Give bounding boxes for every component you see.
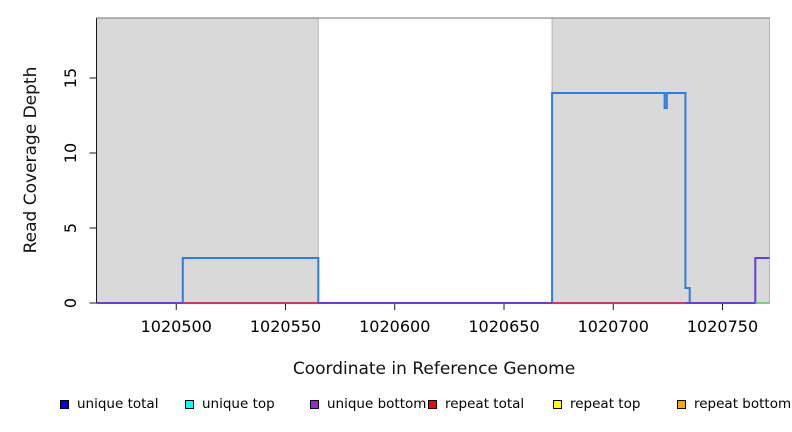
legend-swatch-unique-total (60, 399, 69, 409)
legend-item-repeat-bottom: repeat bottom (677, 396, 791, 412)
y-tick-label: 5 (61, 223, 80, 233)
repeat-region-shade (551, 17, 771, 304)
legend-item-unique-total: unique total (60, 396, 158, 412)
x-tick-label: 1020500 (141, 317, 212, 336)
legend-swatch-repeat-top (553, 399, 562, 409)
y-axis-title: Read Coverage Depth (21, 66, 41, 254)
x-tick-label: 1020600 (359, 317, 430, 336)
x-tick-label: 1020700 (578, 317, 649, 336)
legend-item-repeat-total: repeat total (428, 396, 524, 412)
legend-label-repeat-total: repeat total (445, 396, 525, 412)
legend-swatch-repeat-bottom (677, 399, 686, 409)
x-tick-label: 1020650 (468, 317, 539, 336)
legend-label-repeat-top: repeat top (570, 396, 641, 412)
x-tick-label: 1020750 (687, 317, 758, 336)
series-line-unique-bottom (96, 257, 770, 304)
legend-label-repeat-bottom: repeat bottom (694, 396, 792, 412)
x-axis-title: Coordinate in Reference Genome (292, 359, 576, 379)
plot-legend: unique total unique top unique bottom repea… (0, 396, 792, 416)
legend-swatch-unique-bottom (310, 399, 319, 409)
y-tick-label: 10 (61, 143, 80, 163)
legend-swatch-repeat-total (428, 399, 437, 409)
y-tick-label: 0 (61, 298, 80, 308)
legend-item-repeat-top: repeat top (553, 396, 640, 412)
legend-item-unique-top: unique top (185, 396, 275, 412)
legend-label-unique-total: unique total (77, 396, 159, 412)
legend-label-unique-top: unique top (202, 396, 275, 412)
legend-swatch-unique-top (185, 399, 194, 409)
y-tick-label: 15 (61, 68, 80, 88)
legend-item-unique-bottom: unique bottom (310, 396, 426, 412)
x-tick-label: 1020550 (250, 317, 321, 336)
series-line-unique-total (96, 92, 756, 304)
repeat-region-shade (96, 17, 319, 304)
legend-label-unique-bottom: unique bottom (327, 396, 427, 412)
